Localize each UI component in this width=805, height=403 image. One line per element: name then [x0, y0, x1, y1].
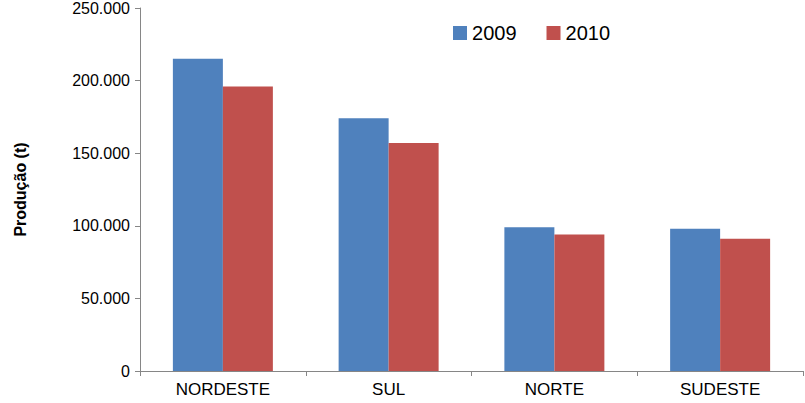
svg-text:SUDESTE: SUDESTE	[680, 380, 760, 399]
svg-text:NORTE: NORTE	[525, 380, 584, 399]
svg-text:0: 0	[121, 363, 130, 380]
svg-text:200.000: 200.000	[72, 72, 130, 89]
svg-text:250.000: 250.000	[72, 0, 130, 17]
svg-text:150.000: 150.000	[72, 145, 130, 162]
svg-text:2010: 2010	[566, 22, 611, 44]
svg-text:100.000: 100.000	[72, 217, 130, 234]
svg-text:50.000: 50.000	[81, 290, 130, 307]
svg-text:2009: 2009	[472, 22, 517, 44]
svg-text:Produção (t): Produção (t)	[12, 142, 29, 236]
svg-text:SUL: SUL	[372, 380, 405, 399]
svg-text:NORDESTE: NORDESTE	[176, 380, 270, 399]
